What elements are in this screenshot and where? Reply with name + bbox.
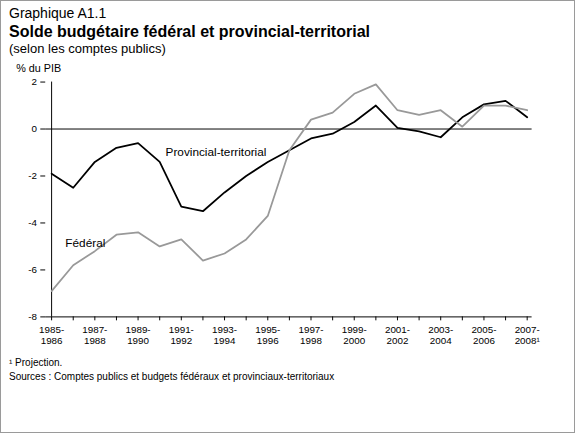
html-text:Solde budgétaire fédéral et pr: Solde budgétaire fédéral et provincial-t… (9, 23, 370, 40)
svg-text:-2: -2 (28, 170, 37, 181)
svg-text:-4: -4 (28, 217, 37, 228)
svg-text:2001-2002: 2001-2002 (385, 324, 410, 346)
svg-text:1991-1992: 1991-1992 (169, 324, 194, 346)
html-text:Graphique A1.1: Graphique A1.1 (9, 5, 107, 21)
svg-text:0: 0 (31, 123, 37, 134)
svg-text:1985-1986: 1985-1986 (39, 324, 64, 346)
svg-text:1995-1996: 1995-1996 (255, 324, 280, 346)
html-text:¹ Projection.: ¹ Projection. (9, 356, 63, 368)
svg-text:2: 2 (31, 76, 36, 87)
svg-text:Provincial-territorial: Provincial-territorial (166, 145, 267, 158)
svg-text:1993-1994: 1993-1994 (212, 324, 237, 346)
svg-text:-6: -6 (28, 264, 37, 275)
svg-text:2005-2006: 2005-2006 (471, 324, 496, 346)
svg-text:Fédéral: Fédéral (65, 236, 105, 249)
svg-text:-8: -8 (28, 311, 37, 322)
svg-text:2003-2004: 2003-2004 (428, 324, 453, 346)
svg-text:1997-1998: 1997-1998 (298, 324, 323, 346)
svg-text:1989-1990: 1989-1990 (126, 324, 151, 346)
svg-text:% du PIB: % du PIB (16, 62, 61, 74)
html-text:Sources : Comptes publics et b: Sources : Comptes publics et budgets féd… (9, 370, 335, 382)
html-text:(selon les comptes publics): (selon les comptes publics) (9, 41, 166, 56)
svg-text:1999-2000: 1999-2000 (342, 324, 367, 346)
svg-text:2007-2008¹: 2007-2008¹ (515, 324, 541, 346)
svg-text:1987-1988: 1987-1988 (82, 324, 107, 346)
